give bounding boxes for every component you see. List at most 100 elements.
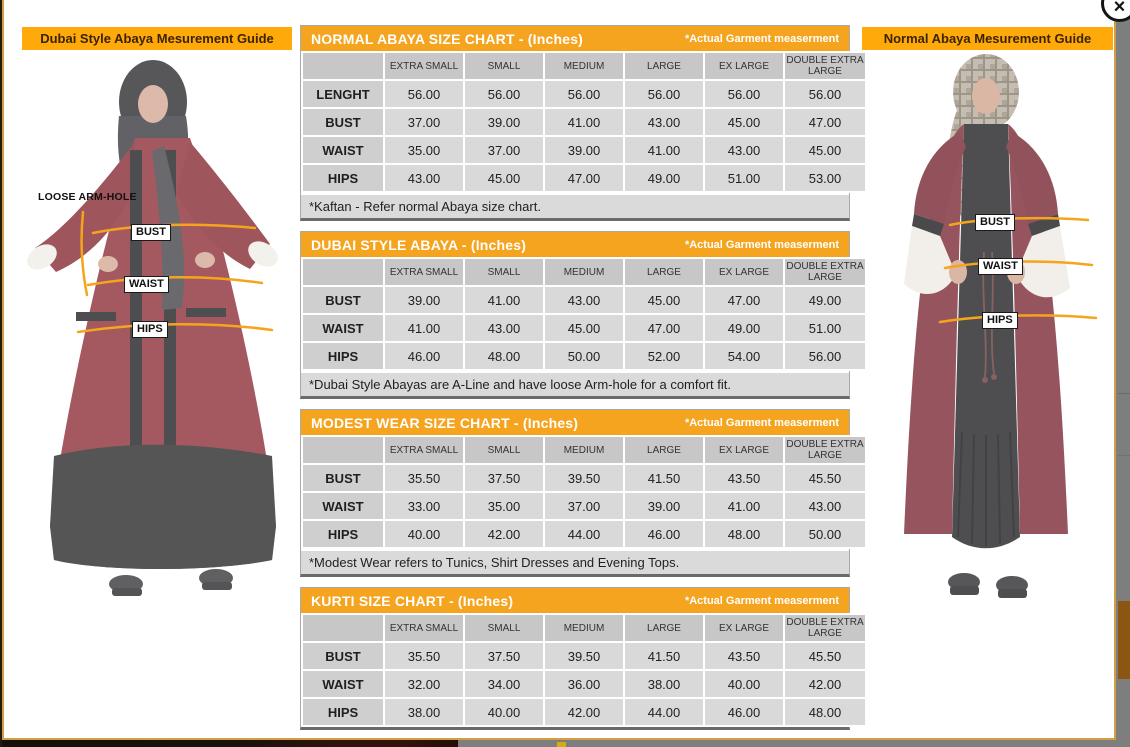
corner-cell [303,437,383,463]
size-value-cell: 52.00 [625,343,703,369]
size-value-cell: 35.00 [465,493,543,519]
size-value-cell: 41.00 [705,493,783,519]
size-value-cell: 32.00 [385,671,463,697]
row-label: WAIST [303,671,383,697]
row-label: BUST [303,109,383,135]
row-label: BUST [303,643,383,669]
normal-abaya-guide-header: Normal Abaya Mesurement Guide [862,27,1113,50]
size-value-cell: 42.00 [785,671,865,697]
table-note: *Kaftan - Refer normal Abaya size chart. [301,195,849,218]
size-value-cell: 48.00 [705,521,783,547]
size-value-cell: 39.50 [545,643,623,669]
size-value-cell: 43.50 [705,465,783,491]
column-header: SMALL [465,259,543,285]
size-value-cell: 42.00 [545,699,623,725]
size-value-cell: 49.00 [785,287,865,313]
size-value-cell: 49.00 [625,165,703,191]
size-charts-container: NORMAL ABAYA SIZE CHART - (Inches) *Actua… [300,25,867,740]
size-value-cell: 38.00 [385,699,463,725]
size-value-cell: 43.00 [465,315,543,341]
size-value-cell: 44.00 [545,521,623,547]
hips-measure-line [76,323,274,334]
size-value-cell: 43.00 [545,287,623,313]
column-header-row: EXTRA SMALL SMALL MEDIUM LARGE EX LARGE DOUBL… [303,259,865,285]
column-header: MEDIUM [545,53,623,79]
size-value-cell: 51.00 [705,165,783,191]
table-row: WAIST 32.00 34.00 36.00 38.00 40.00 42.00 [303,671,865,697]
column-header: SMALL [465,437,543,463]
size-value-cell: 39.00 [545,137,623,163]
size-value-cell: 42.00 [465,521,543,547]
table-row: BUST 37.00 39.00 41.00 43.00 45.00 47.00 [303,109,865,135]
table-row: HIPS 43.00 45.00 47.00 49.00 51.00 53.00 [303,165,865,191]
close-icon: × [1113,0,1126,18]
column-header: EX LARGE [705,53,783,79]
row-label: LENGHT [303,81,383,107]
size-value-cell: 33.00 [385,493,463,519]
column-header: EXTRA SMALL [385,615,463,641]
size-value-cell: 49.00 [705,315,783,341]
size-value-cell: 41.00 [385,315,463,341]
size-value-cell: 37.00 [465,137,543,163]
size-chart-3: MODEST WEAR SIZE CHART - (Inches) *Actual… [300,409,867,577]
size-value-cell: 51.00 [785,315,865,341]
table-row: BUST 35.50 37.50 39.50 41.50 43.50 45.50 [303,465,865,491]
table-row: HIPS 38.00 40.00 42.00 44.00 46.00 48.00 [303,699,865,725]
bust-measure-line [91,223,257,235]
size-value-cell: 47.00 [705,287,783,313]
size-value-cell: 40.00 [385,521,463,547]
size-value-cell: 43.00 [625,109,703,135]
size-value-cell: 37.00 [545,493,623,519]
size-value-cell: 36.00 [545,671,623,697]
table-title-bar: MODEST WEAR SIZE CHART - (Inches) *Actual… [301,410,849,435]
size-grid: EXTRA SMALL SMALL MEDIUM LARGE EX LARGE DOUBL… [301,613,867,727]
size-value-cell: 43.00 [785,493,865,519]
table-note: *Modest Wear refers to Tunics, Shirt Dre… [301,551,849,574]
table-row: HIPS 46.00 48.00 50.00 52.00 54.00 56.00 [303,343,865,369]
size-value-cell: 50.00 [785,521,865,547]
size-value-cell: 50.00 [545,343,623,369]
armhole-measure-line [80,210,89,297]
size-grid: EXTRA SMALL SMALL MEDIUM LARGE EX LARGE DOUBL… [301,257,867,371]
row-label: BUST [303,287,383,313]
size-value-cell: 45.50 [785,643,865,669]
row-label: HIPS [303,521,383,547]
row-label: BUST [303,465,383,491]
table-row: BUST 39.00 41.00 43.00 45.00 47.00 49.00 [303,287,865,313]
size-value-cell: 45.00 [705,109,783,135]
column-header: SMALL [465,53,543,79]
size-chart-4: KURTI SIZE CHART - (Inches) *Actual Garme… [300,587,867,730]
hips-measure-line [938,314,1098,324]
size-value-cell: 43.00 [705,137,783,163]
size-value-cell: 48.00 [465,343,543,369]
column-header-row: EXTRA SMALL SMALL MEDIUM LARGE EX LARGE DOUBL… [303,437,865,463]
bust-label-right: BUST [975,214,1015,231]
size-value-cell: 40.00 [465,699,543,725]
size-value-cell: 45.50 [785,465,865,491]
size-value-cell: 35.50 [385,643,463,669]
size-value-cell: 41.50 [625,465,703,491]
underlying-page-right-line [1118,393,1130,394]
table-title: MODEST WEAR SIZE CHART - (Inches) [311,414,579,431]
size-value-cell: 34.00 [465,671,543,697]
hips-label-left: HIPS [132,321,168,338]
table-row: WAIST 33.00 35.00 37.00 39.00 41.00 43.00 [303,493,865,519]
normal-abaya-model-image [904,54,1098,598]
underlying-page-left-edge [0,0,2,747]
table-note: *Dubai Style Abayas are A-Line and have … [301,373,849,396]
size-chart-2: DUBAI STYLE ABAYA - (Inches) *Actual Garm… [300,231,867,399]
bust-measure-line [948,216,1090,227]
table-title: NORMAL ABAYA SIZE CHART - (Inches) [311,30,584,47]
table-title-bar: DUBAI STYLE ABAYA - (Inches) *Actual Garm… [301,232,849,257]
size-value-cell: 47.00 [625,315,703,341]
size-value-cell: 43.00 [385,165,463,191]
bust-label-left: BUST [131,224,171,241]
column-header: EXTRA SMALL [385,437,463,463]
column-header: DOUBLE EXTRA LARGE [785,615,865,641]
size-value-cell: 48.00 [785,699,865,725]
close-button[interactable]: × [1101,0,1130,22]
column-header: MEDIUM [545,615,623,641]
row-label: HIPS [303,699,383,725]
row-label: WAIST [303,493,383,519]
size-grid: EXTRA SMALL SMALL MEDIUM LARGE EX LARGE DOUBL… [301,435,867,549]
